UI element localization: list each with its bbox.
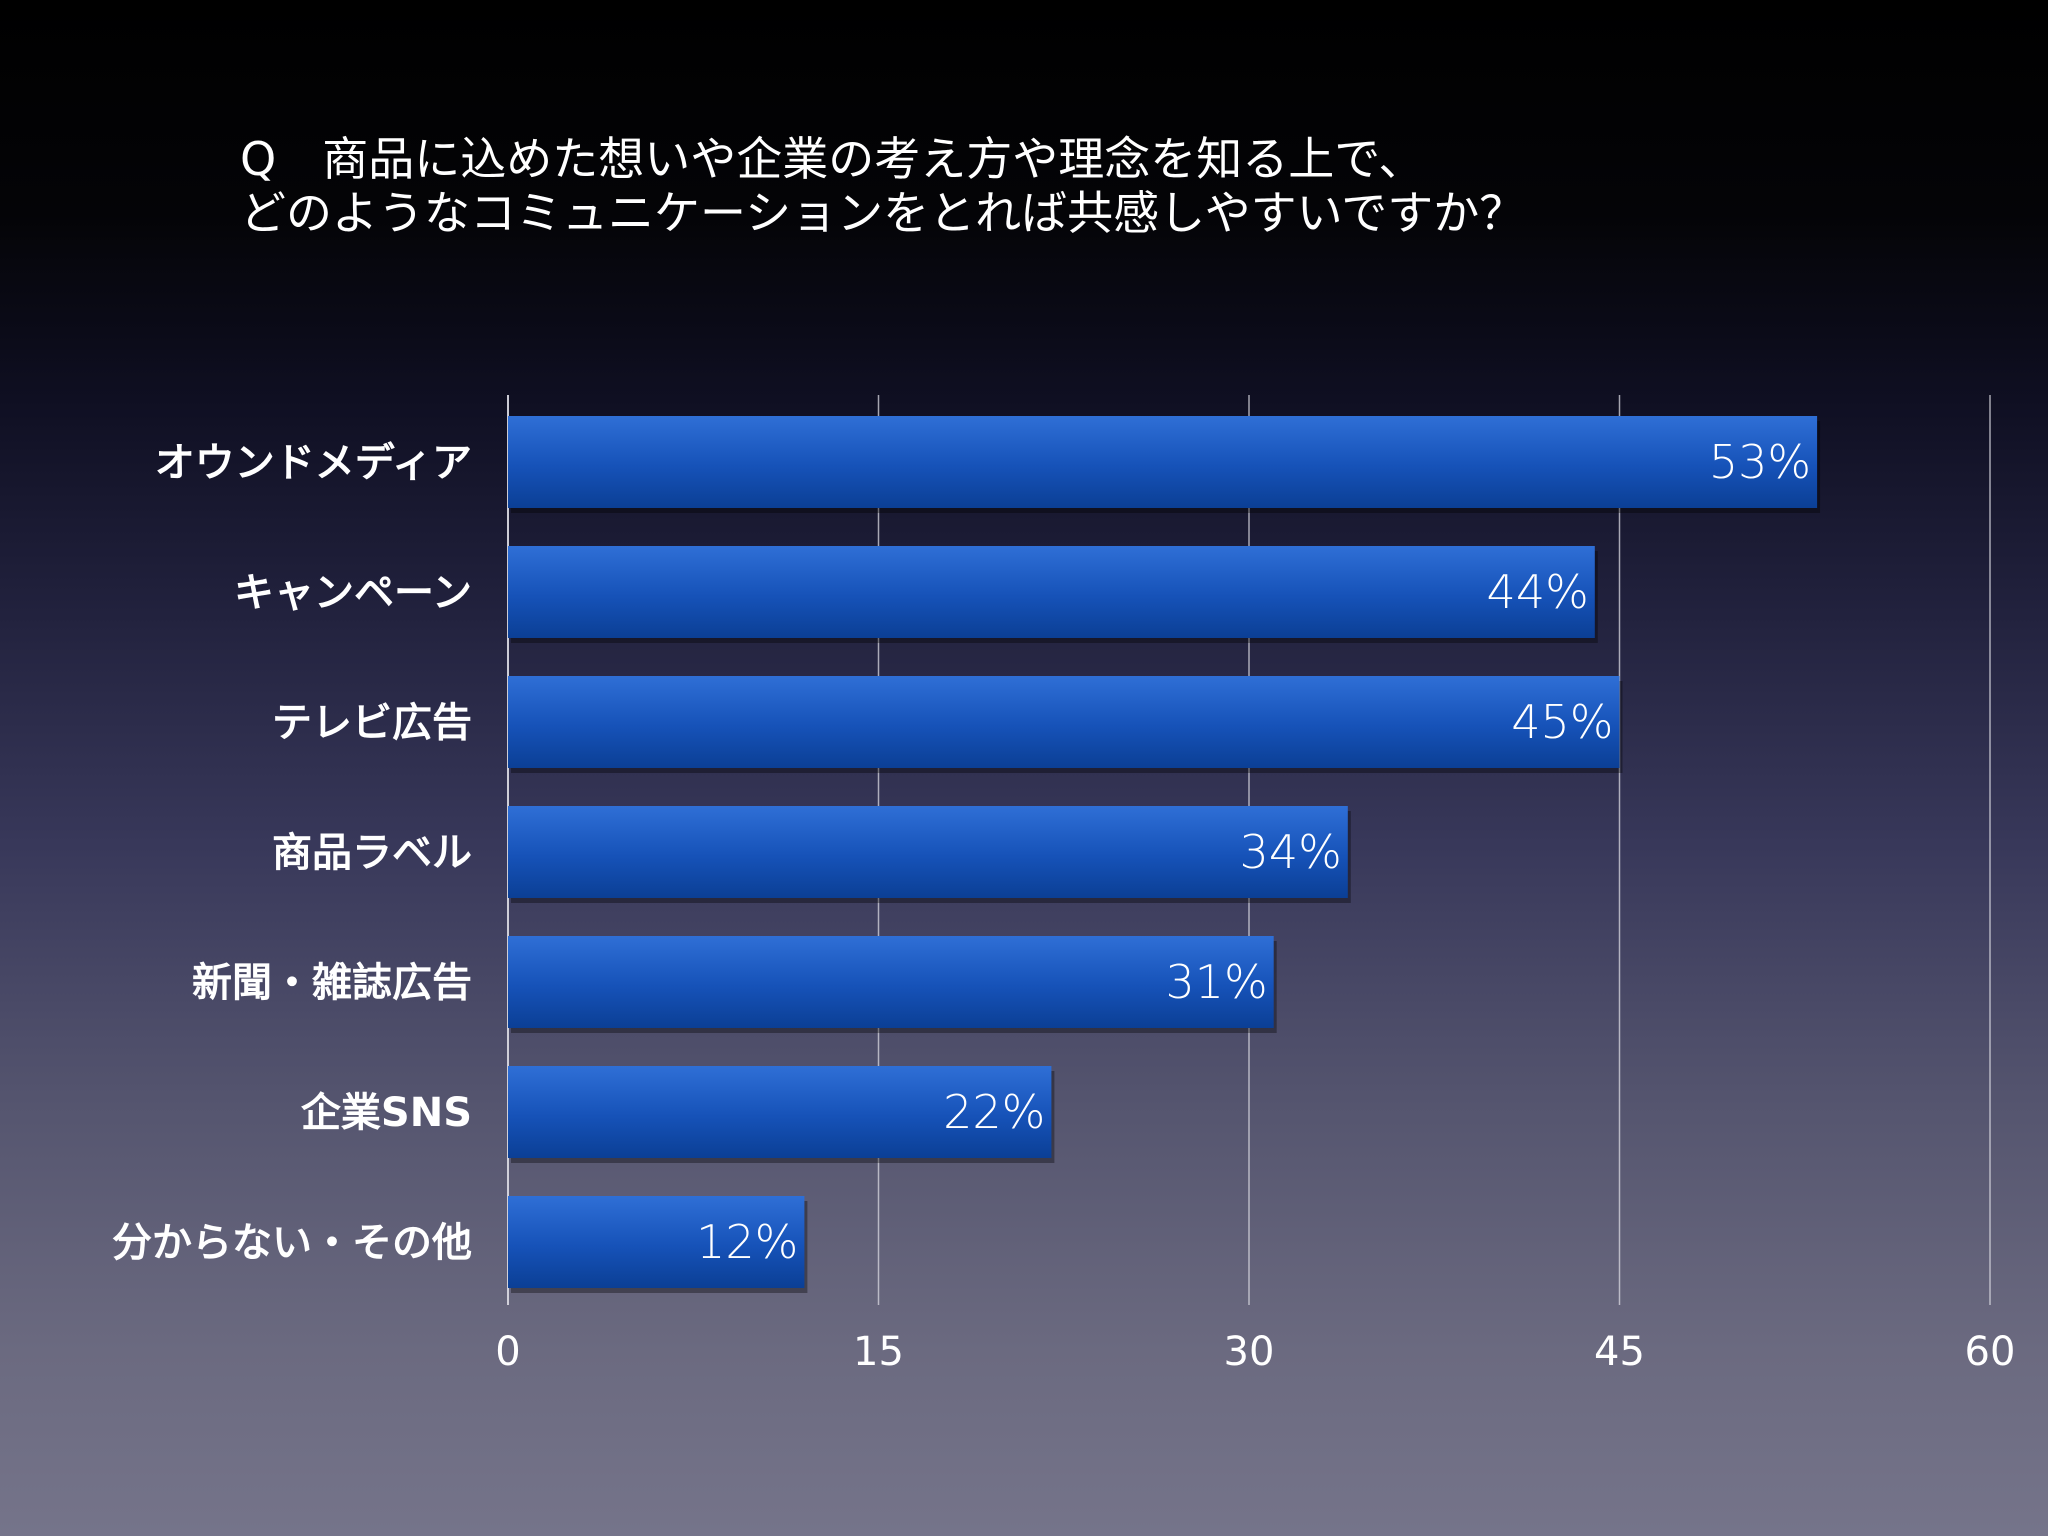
category-label: テレビ広告 [272, 700, 472, 746]
x-tick-label: 30 [1224, 1329, 1275, 1375]
labels: 0 15 30 45 60 53% オウンドメディア 44% キャンペーン 45% テレビ広告 34%… [112, 435, 2015, 1375]
bar [508, 1066, 1052, 1158]
bar-value-label: 31% [1165, 955, 1267, 1009]
chart-title-line-1: Q 商品に込めた想いや企業の考え方や理念を知る上で、 [240, 132, 1425, 186]
bars [508, 416, 1821, 1293]
bar-value-label: 34% [1240, 825, 1342, 879]
category-label: 分からない・その他 [112, 1220, 472, 1266]
x-tick-label: 60 [1965, 1329, 2016, 1375]
bar-value-label: 45% [1511, 695, 1613, 749]
bar-value-label: 12% [696, 1215, 798, 1269]
bar-value-label: 44% [1487, 565, 1589, 619]
category-label: 企業SNS [301, 1090, 472, 1136]
bar [508, 676, 1620, 768]
category-label: 商品ラベル [272, 830, 472, 876]
chart-title-line-2: どのようなコミュニケーションをとれば共感しやすいですか？ [240, 186, 1526, 240]
bar-value-label: 53% [1709, 435, 1811, 489]
bar-value-label: 22% [943, 1085, 1045, 1139]
bar [508, 936, 1274, 1028]
x-tick-label: 15 [853, 1329, 904, 1375]
x-tick-label: 45 [1594, 1329, 1645, 1375]
bar [508, 546, 1595, 638]
bar [508, 806, 1348, 898]
bar [508, 416, 1818, 508]
x-tick-label: 0 [495, 1329, 520, 1375]
bar [508, 1196, 805, 1288]
category-label: オウンドメディア [155, 440, 472, 486]
category-label: キャンペーン [234, 570, 472, 616]
category-label: 新聞・雑誌広告 [192, 960, 472, 1006]
